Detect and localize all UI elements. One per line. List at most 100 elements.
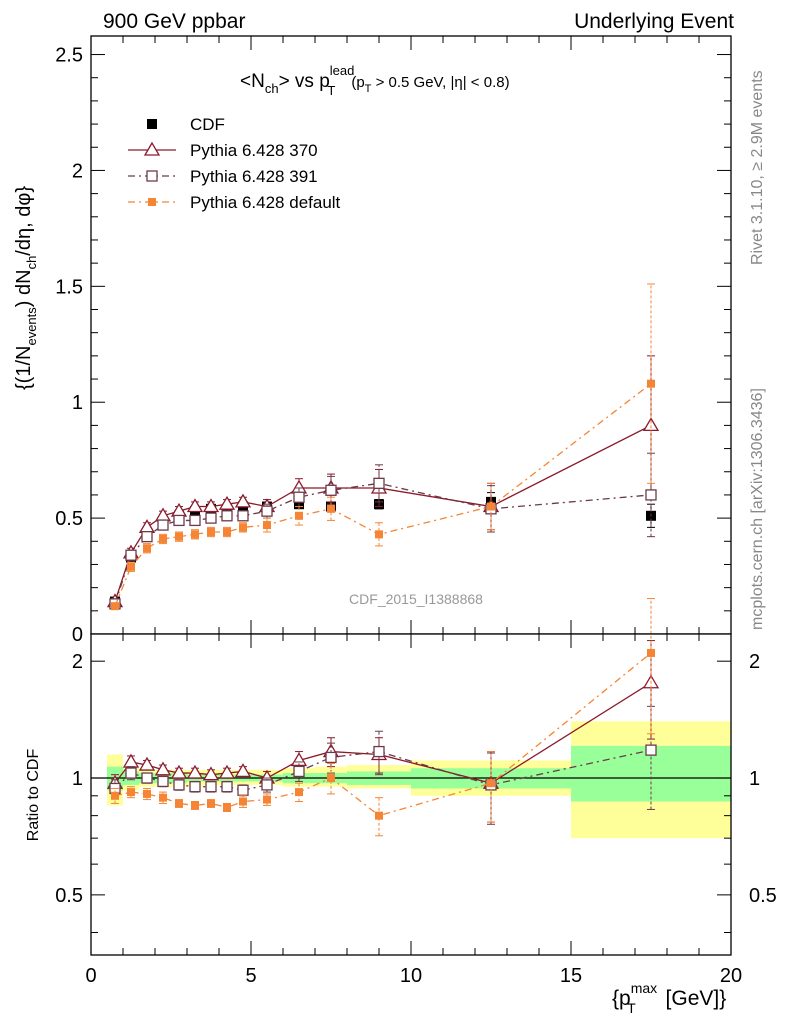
ratio-pdef-marker [111,791,119,800]
ratio-pdef-marker [295,788,303,797]
main-p391-marker [261,505,273,517]
main-p391-marker [173,514,185,527]
ratio-plot-frame [90,633,732,956]
ratio-p370-marker [154,761,172,776]
main-p391-marker [293,491,305,503]
title-sub-ch: ch [265,81,279,96]
ratio-p391-marker [125,767,137,779]
main-data-series [106,283,660,611]
ratio-p391-marker [189,781,201,793]
legend-p391-marker [146,170,158,182]
legend-p391-label: Pythia 6.428 391 [190,167,318,186]
main-p391-marker [237,510,249,522]
main-p370-marker [234,493,252,508]
legend-pdef-marker [148,198,156,206]
ylabel-part-b: ) dN [13,269,35,307]
ratio-pdef-marker [375,811,383,820]
ratio-p391-marker [261,779,273,791]
legend-pdef-label: Pythia 6.428 default [190,193,341,212]
title-cut-sub-t: T [365,83,372,95]
ratio-p391-marker [325,751,337,764]
ratio-y-tick-label-right: 2 [749,651,760,673]
ratio-x-tick-label: 5 [245,965,256,987]
ratio-pdef-marker [263,795,271,804]
main-pdef-marker [143,544,151,553]
ratio-p391-marker [205,781,217,793]
main-y-tick-label: 2 [72,160,83,182]
ratio-plot-area: 0.5 0.51 12 20 5 10 15 20 [55,598,777,987]
main-plot-background [91,36,731,634]
xlabel-sub-t: T [627,1000,636,1016]
ratio-pdef-marker [143,789,151,798]
main-axis-ticks: 0 0.5 1 1.5 2 2.5 [55,36,732,646]
main-pdef-marker [375,530,383,539]
ratio-y-axis-label: Ratio to CDF [25,749,42,842]
legend-cdf-marker [147,119,157,129]
ratio-p370-marker [234,763,252,778]
main-pdef-marker [647,379,655,388]
ratio-pdef-marker [191,801,199,810]
ratio-y-tick-label-left: 1 [72,768,83,790]
ratio-y-tick-label-left: 2 [72,651,83,673]
main-p391-line [114,482,652,605]
main-p391-marker [141,531,153,543]
main-p391-marker [125,549,137,561]
ylabel-part-a: {(1/N [13,346,35,390]
main-y-tick-label: 2.5 [55,45,83,67]
ratio-pdef-marker [239,797,247,806]
ratio-p370-marker [202,766,220,781]
main-pdef-marker [223,528,231,537]
main-p370-marker [186,498,204,513]
header-right-label: Underlying Event [574,10,734,33]
ratio-p391-marker [173,779,185,791]
ratio-p391-marker [293,765,305,778]
ratio-x-tick-label: 0 [85,965,96,987]
main-p391-marker [205,512,217,524]
main-p370-marker [202,498,220,513]
main-pdef-marker [263,521,271,530]
ratio-p391-marker [645,744,657,756]
ratio-y-tick-label-right: 1 [749,768,760,790]
chart-legend: CDF Pythia 6.428 370 Pythia 6.428 391 Pythi… [128,115,341,212]
main-pdef-line [114,383,652,607]
ylabel-part-c: /dη, dφ} [13,186,35,256]
ratio-pdef-marker [327,774,335,783]
main-p391-marker [325,484,337,496]
main-p391-marker [189,514,201,527]
main-y-tick-label: 1 [72,392,83,414]
ratio-x-tick-label: 15 [560,965,582,987]
main-y-tick-label: 1.5 [55,276,83,298]
rivet-version-label: Rivet 3.1.10, ≥ 2.9M events [749,70,766,265]
ratio-x-tick-label: 20 [720,965,742,987]
header-left-label: 900 GeV ppbar [103,10,245,33]
ratio-pdef-marker [127,788,135,797]
analysis-watermark: CDF_2015_I1388868 [349,591,483,607]
x-axis-label: {pmax T [GeV]} [612,980,726,1016]
main-p391-marker [373,477,385,489]
ratio-y-tick-label-left: 0.5 [55,885,83,907]
title-sup-lead: lead [330,63,355,78]
title-n-open: <N [240,71,265,92]
title-vs-pt: > vs p [279,71,330,92]
ratio-p370-marker [218,764,236,779]
main-p391-marker [157,519,169,531]
ratio-p391-marker [373,745,385,758]
main-pdef-marker [111,602,119,611]
ylabel-sub-ch: ch [24,256,39,270]
legend-p370-label: Pythia 6.428 370 [190,141,318,160]
main-pdef-marker [487,502,495,511]
legend-p370-marker [143,141,161,156]
xlabel-part-b: [GeV]} [660,987,727,1010]
ratio-p391-marker [141,772,153,784]
ratio-x-tick-label: 10 [400,965,422,987]
title-cut-rest: > 0.5 GeV, |η| < 0.8) [371,74,509,91]
ratio-y-tick-label-right: 0.5 [749,885,777,907]
ratio-p370-marker [138,756,156,771]
ratio-p391-marker [157,775,169,788]
main-pdef-marker [159,534,167,543]
ratio-p391-marker [237,784,249,796]
main-p370-marker [218,495,236,510]
legend-cdf-label: CDF [190,115,225,134]
main-y-tick-label: 0.5 [55,508,83,530]
ratio-data-series [106,598,660,837]
